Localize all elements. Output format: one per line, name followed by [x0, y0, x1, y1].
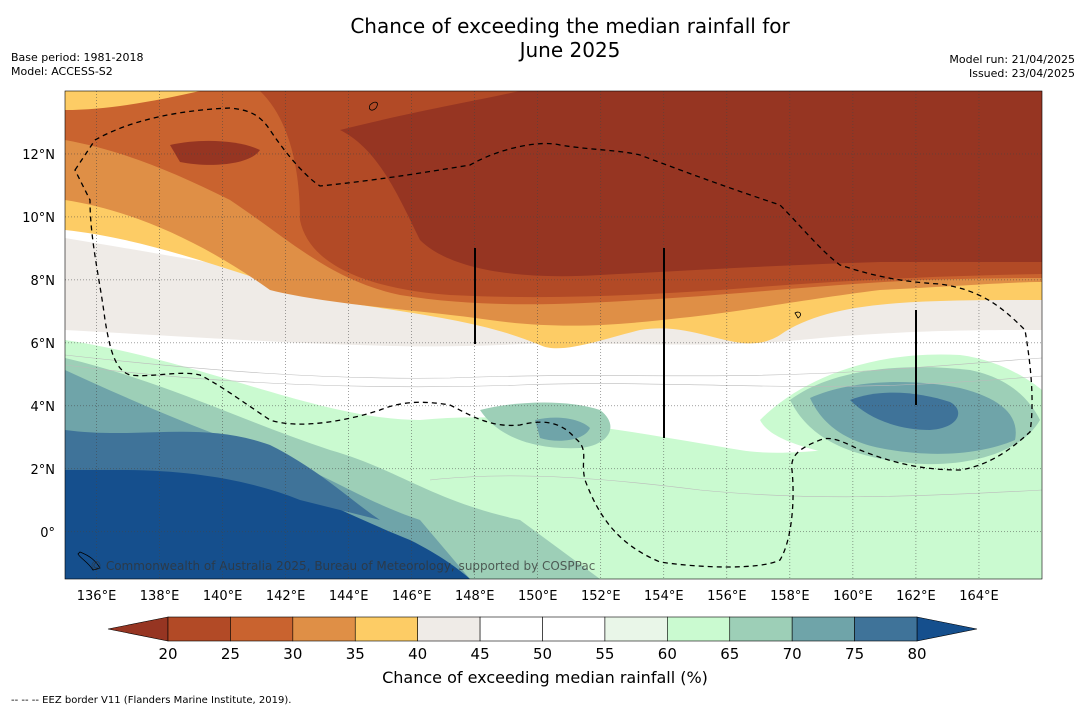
- longitude-label: 136°E: [77, 589, 117, 604]
- colorbar-tick-label: 20: [158, 645, 177, 663]
- map-title-line1: Chance of exceeding the median rainfall …: [350, 14, 790, 38]
- colorbar-tick-label: 40: [408, 645, 427, 663]
- colorbar-segment: [167, 616, 231, 642]
- model-text: Model: ACCESS-S2: [11, 65, 113, 78]
- colorbar-tick-label: 35: [346, 645, 365, 663]
- longitude-label: 142°E: [266, 589, 306, 604]
- issued-text: Issued: 23/04/2025: [968, 67, 1075, 80]
- base-period-text: Base period: 1981-2018: [11, 51, 144, 64]
- longitude-label: 150°E: [518, 589, 558, 604]
- longitude-label: 138°E: [140, 589, 180, 604]
- colorbar-under-arrow: [107, 616, 169, 642]
- east-patch-80: [850, 392, 959, 430]
- colorbar-tick-label: 50: [533, 645, 552, 663]
- map-title: Chance of exceeding the median rainfall …: [200, 14, 940, 62]
- latitude-labels: 12°N 10°N 8°N 6°N 4°N 2°N 0°: [22, 148, 55, 541]
- longitude-labels: 136°E 138°E 140°E 142°E 144°E 146°E 148°E 150°E…: [77, 589, 999, 604]
- meta-right: Model run: 21/04/2025 Issued: 23/04/2025: [949, 53, 1075, 81]
- latitude-label: 10°N: [22, 211, 55, 226]
- colorbar-segment: [479, 616, 543, 642]
- latitude-label: 2°N: [31, 463, 56, 478]
- colorbar-tick-label: 80: [907, 645, 926, 663]
- graticule: [65, 91, 1042, 579]
- colorbar-tick-label: 65: [720, 645, 739, 663]
- colorbar-segment: [791, 616, 855, 642]
- colorbar-tick-label: 55: [595, 645, 614, 663]
- meta-left: Base period: 1981-2018 Model: ACCESS-S2: [11, 51, 143, 79]
- longitude-label: 164°E: [959, 589, 999, 604]
- colorbar-tick-label: 30: [283, 645, 302, 663]
- colorbar-tick-label: 70: [783, 645, 802, 663]
- eez-border: [74, 107, 1033, 568]
- map-title-line2: June 2025: [519, 38, 621, 62]
- longitude-label: 162°E: [896, 589, 936, 604]
- band-40-top: [65, 91, 200, 110]
- colorbar-over-arrow: [916, 616, 978, 642]
- longitude-label: 152°E: [581, 589, 621, 604]
- colorbar-tick-label: 60: [658, 645, 677, 663]
- longitude-label: 144°E: [329, 589, 369, 604]
- rainfall-field: [65, 91, 1042, 579]
- colorbar-segment: [292, 616, 356, 642]
- longitude-label: 148°E: [455, 589, 495, 604]
- island-outlines: [77, 101, 801, 571]
- colorbar-segment: [729, 616, 793, 642]
- latitude-label: 0°: [40, 526, 55, 541]
- longitude-label: 158°E: [770, 589, 810, 604]
- longitude-label: 156°E: [707, 589, 747, 604]
- colorbar-segment: [542, 616, 606, 642]
- colorbar-tick-label: 75: [845, 645, 864, 663]
- colorbar-segment: [604, 616, 668, 642]
- colorbar-tick-label: 25: [221, 645, 240, 663]
- copyright-text: © Commonwealth of Australia 2025, Bureau…: [90, 559, 595, 573]
- model-run-text: Model run: 21/04/2025: [949, 53, 1075, 66]
- latitude-label: 12°N: [22, 148, 55, 163]
- colorbar-segment: [854, 616, 918, 642]
- longitude-label: 146°E: [392, 589, 432, 604]
- colorbar-segment: [354, 616, 418, 642]
- colorbar-segment: [230, 616, 294, 642]
- longitude-label: 154°E: [644, 589, 684, 604]
- contour-lines: [65, 354, 1042, 498]
- latitude-label: 4°N: [31, 400, 56, 415]
- colorbar: 20 25 30 35 40 45 50 55 60 65 70 75 80: [107, 616, 978, 663]
- colorbar-segment: [417, 616, 481, 642]
- longitude-label: 140°E: [203, 589, 243, 604]
- longitude-label: 160°E: [833, 589, 873, 604]
- band-20: [340, 91, 1042, 277]
- band-20-west: [170, 140, 260, 165]
- vertical-contour-ticks: [474, 248, 917, 438]
- colorbar-label: Chance of exceeding median rainfall (%): [382, 668, 708, 687]
- map-frame: [64, 90, 1043, 580]
- colorbar-tick-label: 45: [471, 645, 490, 663]
- band-80: [65, 459, 470, 579]
- colorbar-segment: [667, 616, 731, 642]
- eez-footnote: -- -- -- EEZ border V11 (Flanders Marine…: [11, 695, 292, 706]
- latitude-label: 8°N: [31, 274, 56, 289]
- latitude-label: 6°N: [31, 337, 56, 352]
